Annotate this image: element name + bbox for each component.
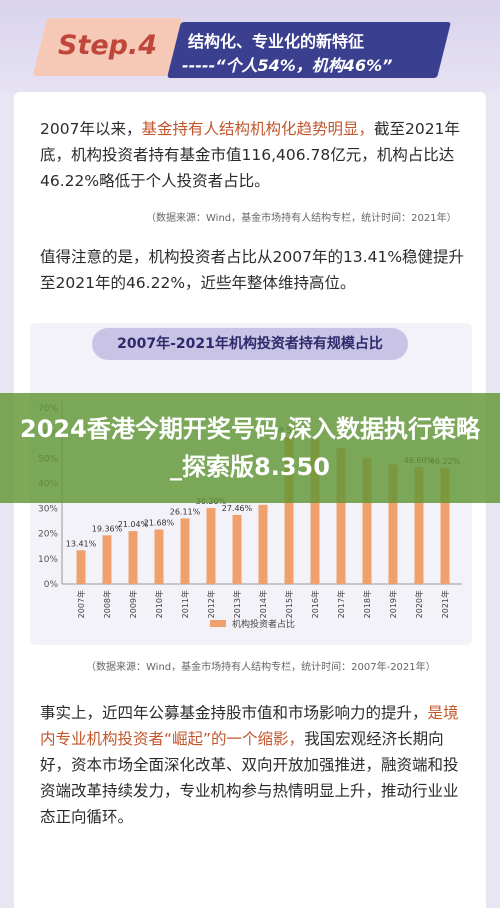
x-tick-label: 2010年 xyxy=(154,590,164,618)
chart-title: 2007年-2021年机构投资者持有规模占比 xyxy=(117,336,383,352)
bar xyxy=(362,458,372,584)
x-tick-label: 2014年 xyxy=(258,590,268,618)
bar-value-label: 13.41% xyxy=(66,539,97,548)
source-note-2: （数据来源：Wind，基金市场持有人结构专栏，统计时间：2007年-2021年） xyxy=(86,662,436,673)
bar-value-label: 26.11% xyxy=(170,507,201,516)
bar-value-label: 27.46% xyxy=(222,504,253,513)
legend-swatch xyxy=(210,620,226,627)
bar xyxy=(102,535,112,584)
overlay-banner xyxy=(0,393,500,503)
x-tick-label: 2021年 xyxy=(440,590,450,618)
y-tick-label: 0% xyxy=(44,580,59,590)
caption-line-1: 结构化、专业化的新特征 xyxy=(188,32,365,51)
bar xyxy=(336,448,346,584)
bar xyxy=(258,504,268,584)
bar xyxy=(440,467,450,584)
bar xyxy=(284,436,294,584)
bar-value-label: 21.68% xyxy=(144,518,175,527)
bar xyxy=(128,531,138,584)
x-tick-label: 2011年 xyxy=(180,590,190,618)
bar xyxy=(388,464,398,584)
x-tick-label: 2017年 xyxy=(336,590,346,618)
y-tick-label: 20% xyxy=(38,530,58,540)
caption-line-2: -----“个人54%，机构46%” xyxy=(182,56,393,75)
x-tick-label: 2009年 xyxy=(128,590,138,618)
x-tick-label: 2013年 xyxy=(232,590,242,618)
paragraph-2: 值得注意的是，机构投资者占比从2007年的13.41%稳健提升至2021年的46… xyxy=(40,248,465,292)
bar xyxy=(154,529,164,584)
y-tick-label: 10% xyxy=(38,555,58,565)
bar-value-label: 21.04% xyxy=(118,520,149,529)
y-tick-label: 30% xyxy=(38,505,58,515)
bar xyxy=(180,518,190,584)
bar-value-label: 19.36% xyxy=(92,524,123,533)
paragraph-3: 事实上，近四年公募基金持股市值和市场影响力的提升，是境内专业机构投资者“崛起”的… xyxy=(40,704,459,826)
overlay-title: 2024香港今期开奖号码,深入数据执行策略_探索版8.350 xyxy=(20,415,480,481)
x-tick-label: 2008年 xyxy=(102,590,112,618)
step-label: Step.4 xyxy=(58,30,158,61)
x-tick-label: 2016年 xyxy=(310,590,320,618)
chart-title-pill xyxy=(92,328,408,360)
x-tick-label: 2020年 xyxy=(414,590,424,618)
source-note-1: （数据来源：Wind，基金市场持有人结构专栏，统计时间：2021年） xyxy=(146,213,457,224)
bar xyxy=(232,514,242,584)
x-tick-label: 2007年 xyxy=(76,590,86,618)
x-tick-label: 2015年 xyxy=(284,590,294,618)
bar xyxy=(310,439,320,584)
x-tick-label: 2018年 xyxy=(362,590,372,618)
bar xyxy=(414,466,424,584)
paragraph-1: 2007年以来，基金持有人结构机构化趋势明显，截至2021年底，机构投资者持有基… xyxy=(40,120,460,190)
x-tick-label: 2019年 xyxy=(388,590,398,618)
x-tick-label: 2012年 xyxy=(206,590,216,618)
bar xyxy=(76,550,86,584)
legend-label: 机构投资者占比 xyxy=(232,618,295,630)
bar xyxy=(206,508,216,584)
